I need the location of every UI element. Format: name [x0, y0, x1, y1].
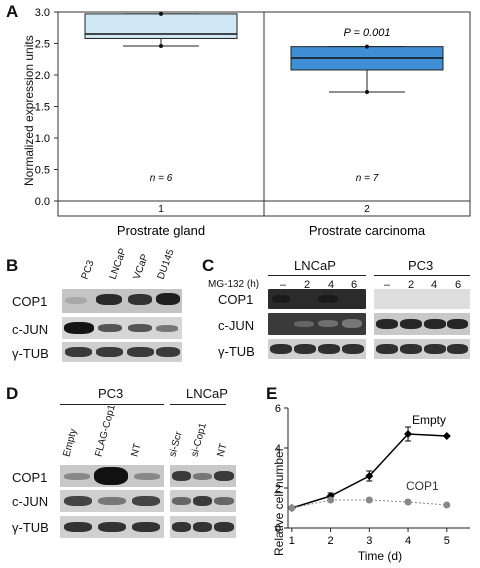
panel-c-blot-cjun-pc3	[374, 313, 470, 335]
panel-a-label: A	[6, 2, 19, 21]
panel-e-point-empty	[365, 472, 374, 480]
panel-d-blot-cjun-pc3	[60, 490, 164, 512]
panel-e-point-cop1	[443, 501, 451, 509]
panel-e-point-cop1	[327, 496, 335, 504]
panel-e-xtick-label: 1	[289, 535, 295, 547]
panel-b-label: B	[6, 256, 19, 275]
panel-d-blot-tub-pc3	[60, 516, 164, 538]
panel-c-blot-cop1-lncap	[268, 289, 366, 309]
panel-b-row-cop1: COP1	[12, 294, 48, 309]
panel-c-row-cop1: COP1	[218, 292, 254, 307]
panel-d-row-cjun: c-JUN	[12, 494, 49, 509]
panel-b-lane-vcap: VCaP	[131, 252, 151, 281]
panel-a-cat-1: 1	[158, 204, 164, 215]
panel-e-label: E	[266, 384, 278, 403]
panel-d-group-line-2	[170, 404, 226, 405]
panel-a-point-high	[365, 44, 369, 49]
panel-d-group-line-1	[60, 404, 164, 405]
panel-c-group-pc3: PC3	[408, 258, 434, 273]
panel-b-row-tub: γ-TUB	[12, 346, 49, 361]
panel-d-row-cop1: COP1	[12, 470, 48, 485]
panel-e-xtick-label: 4	[405, 535, 411, 547]
panel-e-line-empty	[291, 433, 447, 509]
panel-e-point-cop1	[365, 496, 373, 504]
panel-c-group-lncap: LNCaP	[294, 258, 336, 273]
panel-a-ytick-label: 1.5	[35, 102, 50, 114]
panel-d-blot-tub-lncap	[170, 516, 236, 538]
panel-a-ytick-label: 1.0	[35, 133, 50, 145]
panel-b-lane-du145: DU145	[155, 247, 177, 281]
panel-d-blot-cop1-lncap	[170, 465, 236, 487]
panel-a-ytick-label: 2.5	[35, 39, 50, 51]
panel-d-row-tub: γ-TUB	[12, 520, 49, 535]
panel-c-tp-4: 6	[351, 279, 358, 291]
panel-e-xtick-label: 5	[444, 535, 450, 547]
panel-e-point-empty	[442, 432, 451, 440]
panel-e-xtick-label: 2	[328, 535, 334, 547]
panel-c-tp-8: 6	[455, 279, 462, 291]
panel-c-tp-3: 4	[328, 279, 335, 291]
panel-a-catname-2: Prostrate carcinoma	[309, 223, 426, 238]
panel-e-point-cop1	[404, 498, 412, 506]
panel-c-group-line-2	[374, 275, 470, 276]
panel-b-blot-tub	[62, 342, 182, 362]
panel-a-cat-2: 2	[364, 204, 370, 215]
panel-d-lane-nt-2: NT	[215, 442, 230, 458]
panel-c-treatment-label: MG-132 (h)	[208, 279, 260, 290]
panel-d-lane-flag-cop1: FLAG-Cop1	[93, 403, 118, 458]
panel-e-point-empty	[404, 430, 413, 438]
panel-e-xtick-label: 3	[366, 535, 372, 547]
panel-b-blot-cjun	[62, 317, 182, 339]
panel-c-blot-tub-pc3	[374, 339, 470, 359]
panel-a-ytick-label: 0.0	[35, 196, 50, 208]
panel-e-ylabel: Relative cell number	[272, 447, 286, 556]
panel-d-group-lncap: LNCaP	[186, 386, 228, 401]
panel-e-legend-cop1: COP1	[406, 479, 439, 493]
panel-a-n-2: n = 7	[356, 173, 379, 184]
panel-d-lane-nt-1: NT	[129, 442, 144, 458]
panel-d-blot-cop1-pc3	[60, 465, 164, 487]
panel-c-blot-tub-lncap	[268, 339, 366, 359]
panel-a-point-low	[159, 44, 163, 49]
panel-d-lane-si-scr: si-Scr	[167, 430, 185, 458]
panel-d-group-pc3: PC3	[98, 386, 124, 401]
panel-a-ytick-label: 3.0	[35, 7, 50, 19]
panel-c-group-line-1	[268, 275, 366, 276]
panel-e-line-cop1	[291, 499, 447, 509]
panel-e-legend-empty: Empty	[412, 413, 446, 427]
panel-e-point-empty	[326, 492, 335, 500]
panel-a-point-high	[159, 11, 163, 16]
panel-d-lane-si-cop1: si-Cop1	[189, 421, 209, 458]
panel-c-blot-cop1-pc3	[374, 289, 470, 309]
panel-a-ytick-label: 0.5	[35, 165, 50, 177]
panel-a-ytick-label: 2.0	[35, 70, 50, 82]
panel-e-ytick-label: 6	[275, 403, 281, 415]
panel-a-chart: 0.0 0.5 1.0 1.5 2.0 2.5 3.0 1 2 n = 6 n = 7 P …	[35, 7, 471, 238]
panel-b-blot-cop1	[62, 289, 182, 313]
panel-c-blot-cjun-lncap	[268, 313, 366, 335]
panel-c-tp-1: –	[280, 279, 287, 291]
panel-a-n-1: n = 6	[150, 173, 173, 184]
panel-b-row-cjun: c-JUN	[12, 322, 49, 337]
panel-a-pvalue: P = 0.001	[344, 27, 391, 39]
panel-b-lane-lncap: LNCaP	[107, 246, 130, 281]
panel-c-tp-7: 4	[431, 279, 438, 291]
panel-c-row-cjun: c-JUN	[218, 318, 255, 333]
panel-d-blot-cjun-lncap	[170, 490, 236, 512]
panel-d-lane-empty: Empty	[61, 427, 80, 458]
panel-d-label: D	[6, 384, 19, 403]
panel-c-tp-6: 2	[408, 279, 415, 291]
panel-e-xlabel: Time (d)	[358, 549, 402, 563]
panel-c-row-tub: γ-TUB	[218, 344, 255, 359]
panel-a-catname-1: Prostrate gland	[117, 223, 205, 238]
panel-a-point-low	[365, 90, 369, 95]
panel-c-tp-2: 2	[304, 279, 311, 291]
panel-c-label: C	[202, 256, 215, 275]
panel-b-lane-pc3: PC3	[79, 258, 97, 281]
panel-e-point-cop1	[288, 504, 296, 512]
panel-c-tp-5: –	[384, 279, 391, 291]
panel-e-point-empty	[287, 504, 296, 512]
